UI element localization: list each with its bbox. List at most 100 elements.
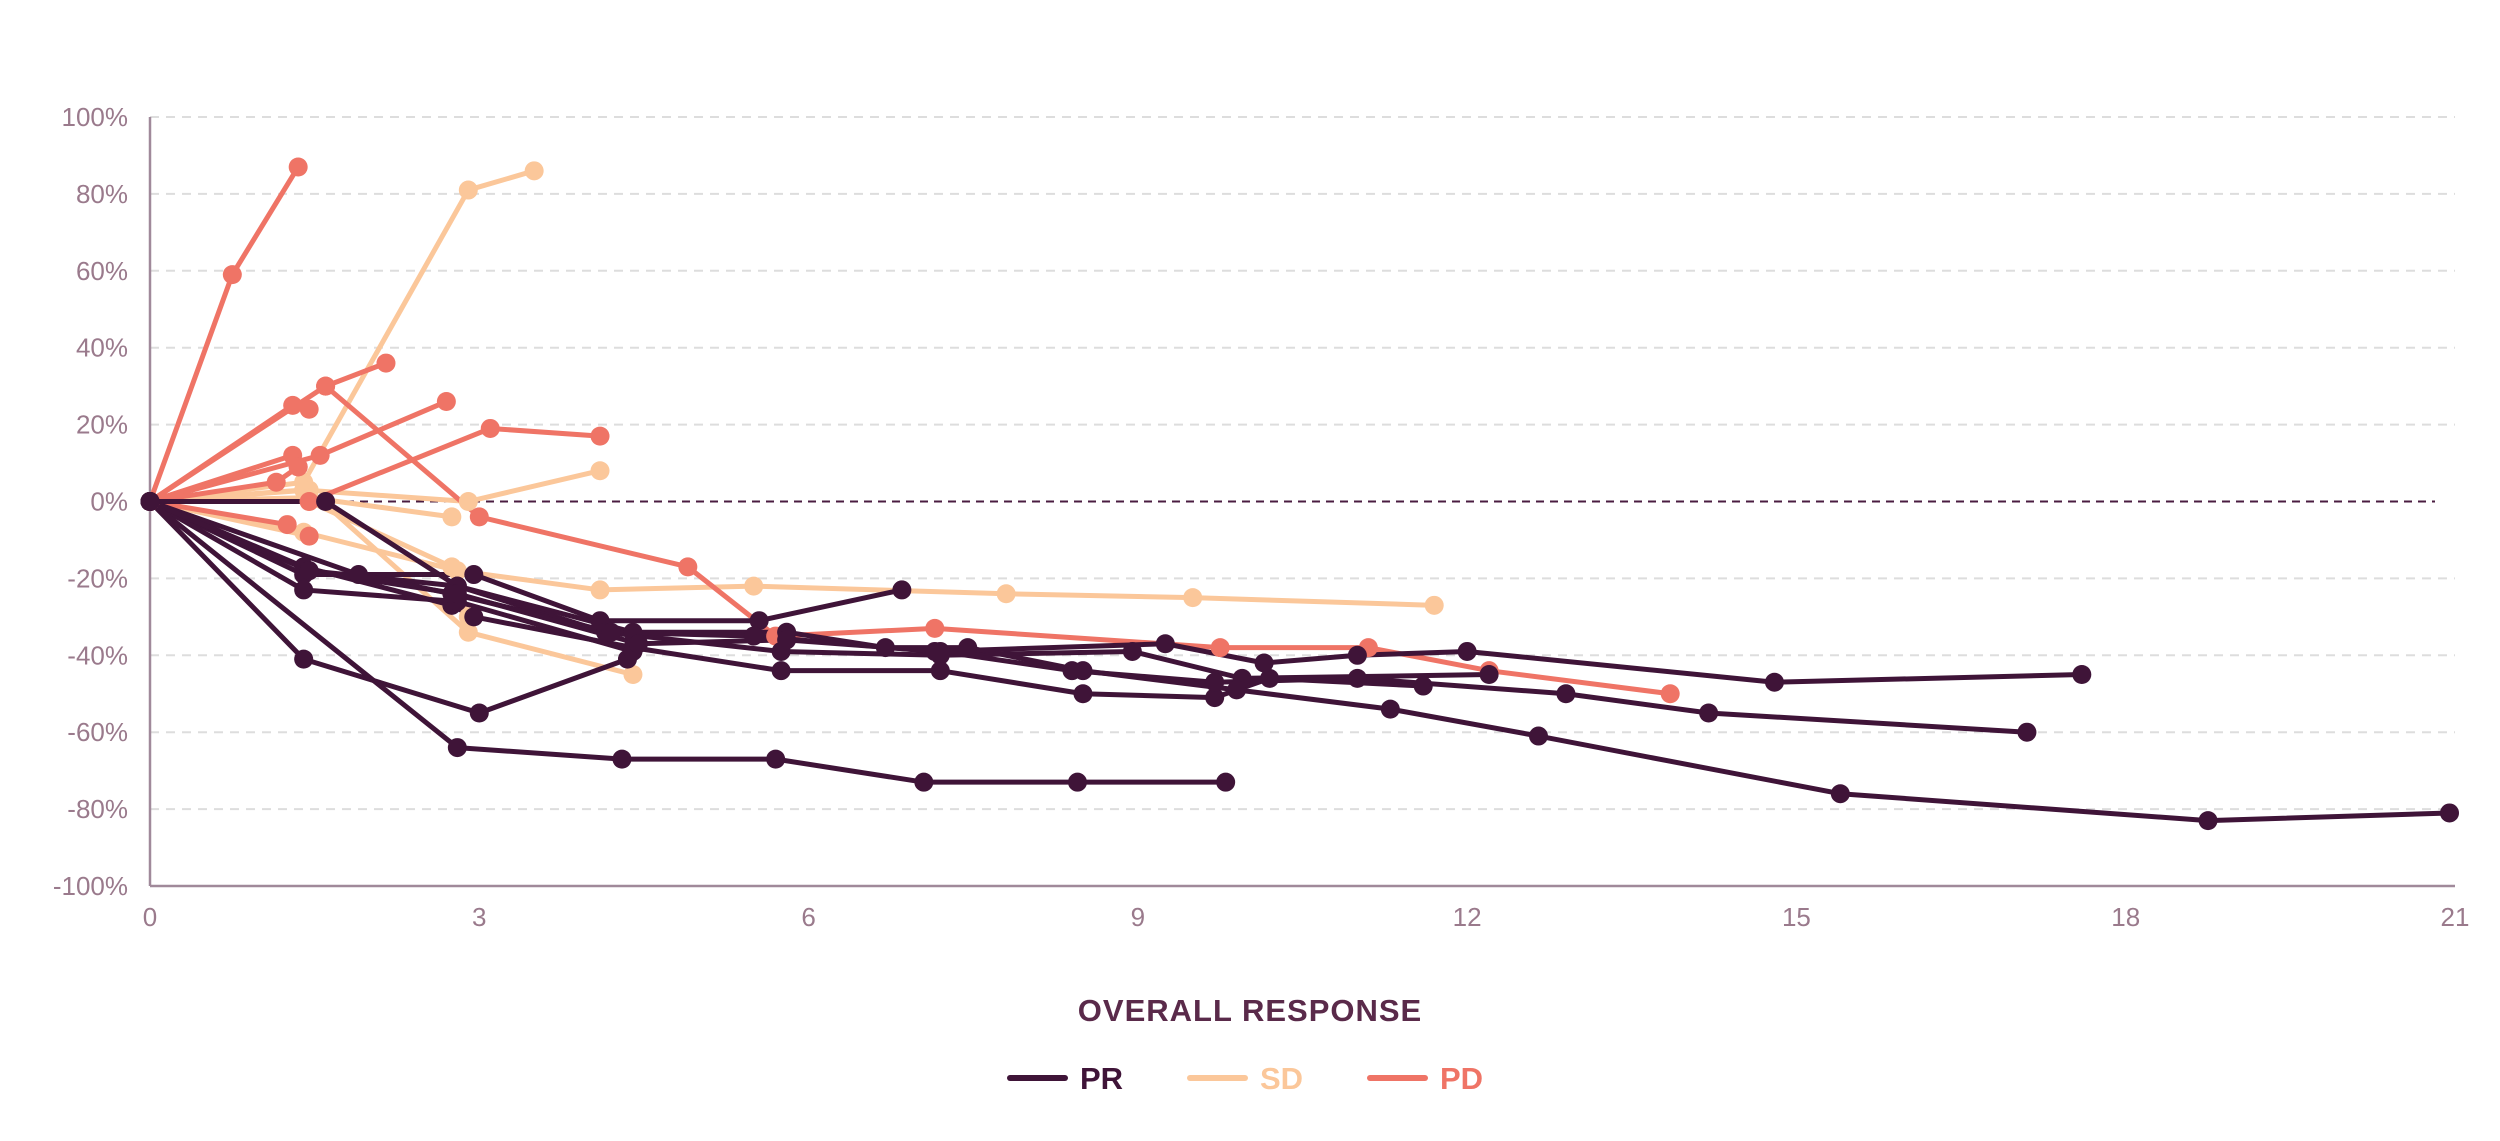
data-point — [623, 665, 643, 685]
series-pr — [147, 499, 905, 624]
x-tick-label: 0 — [143, 902, 157, 932]
data-point — [590, 461, 610, 481]
data-point — [283, 395, 303, 415]
data-point — [1205, 688, 1225, 708]
data-point — [140, 492, 160, 511]
data-point — [914, 772, 934, 792]
series-line — [147, 499, 2453, 824]
data-point — [1457, 641, 1477, 661]
data-point — [1413, 676, 1433, 696]
data-point — [458, 180, 478, 200]
legend-label: PR — [1080, 1061, 1123, 1096]
data-point — [1830, 784, 1850, 804]
data-point — [1764, 672, 1784, 692]
data-point — [1183, 588, 1203, 608]
data-point — [442, 507, 462, 527]
series-pr-points — [140, 492, 2460, 831]
data-point — [930, 641, 950, 661]
data-point — [1347, 668, 1367, 688]
data-point — [1380, 699, 1400, 719]
y-tick-label: -20% — [67, 563, 128, 593]
data-point — [464, 565, 484, 585]
data-point — [464, 607, 484, 627]
series-line — [147, 499, 636, 654]
data-point — [310, 445, 330, 465]
data-point — [628, 634, 648, 654]
data-point — [299, 526, 319, 546]
series-sd-points — [140, 161, 544, 511]
data-point — [590, 580, 610, 600]
data-point — [1479, 665, 1499, 685]
data-point — [590, 426, 610, 446]
x-tick-label: 3 — [472, 902, 486, 932]
series-line — [147, 468, 603, 504]
y-tick-label: -80% — [67, 794, 128, 824]
data-point — [1062, 661, 1082, 681]
data-point — [777, 630, 797, 650]
data-point — [2072, 665, 2092, 685]
data-point — [316, 492, 336, 511]
data-point — [2198, 811, 2218, 831]
data-point — [458, 622, 478, 642]
data-point — [447, 584, 467, 604]
legend: PR SD PD — [1007, 1061, 1483, 1096]
data-point — [1155, 634, 1175, 654]
data-point — [299, 561, 319, 581]
series-points — [140, 157, 2460, 831]
y-tick-label: 80% — [76, 179, 128, 209]
x-tick-labels: 0 3 6 9 12 15 18 21 — [143, 902, 2470, 932]
data-point — [1216, 772, 1236, 792]
series-line — [147, 499, 630, 716]
data-point — [288, 457, 308, 477]
series-pr — [147, 499, 630, 716]
axes — [148, 117, 2455, 888]
legend-label: PD — [1440, 1061, 1483, 1096]
data-point — [925, 618, 945, 638]
data-point — [299, 399, 319, 419]
y-tick-label: -100% — [53, 871, 128, 901]
data-point — [1254, 653, 1274, 673]
legend-label: SD — [1260, 1061, 1303, 1096]
data-point — [930, 661, 950, 681]
data-point — [447, 738, 467, 758]
data-point — [288, 157, 308, 177]
series-pr — [147, 499, 2030, 735]
series-pr — [147, 499, 2453, 824]
data-point — [771, 661, 791, 681]
x-axis-title: OVERALL RESPONSE — [1078, 993, 1422, 1028]
data-point — [1660, 684, 1680, 704]
data-point — [294, 580, 314, 600]
data-point — [1347, 645, 1367, 665]
data-point — [294, 649, 314, 669]
x-tick-label: 9 — [1131, 902, 1145, 932]
data-point — [469, 703, 489, 723]
data-point — [299, 492, 319, 511]
y-tick-label: 20% — [76, 410, 128, 440]
data-point — [376, 353, 396, 373]
data-point — [612, 749, 632, 769]
data-point — [277, 515, 297, 535]
series-pr-points — [140, 492, 1236, 792]
series-pr — [147, 499, 636, 654]
data-point — [1424, 595, 1444, 615]
data-point — [266, 472, 286, 492]
data-point — [2017, 722, 2037, 742]
data-point — [892, 580, 912, 600]
series-line — [147, 499, 1437, 608]
data-point — [1699, 703, 1719, 723]
data-point — [1067, 772, 1087, 792]
data-point — [1227, 680, 1247, 700]
series-sd — [147, 499, 1437, 608]
series-sd — [147, 468, 603, 504]
series-pd-points — [299, 418, 610, 511]
data-point — [766, 749, 786, 769]
data-point — [744, 626, 764, 646]
data-point — [601, 622, 621, 642]
data-point — [1260, 668, 1280, 688]
y-tick-label: -40% — [67, 640, 128, 670]
data-point — [436, 392, 456, 412]
legend-item-pd: PD — [1367, 1061, 1483, 1096]
data-point — [875, 638, 895, 658]
